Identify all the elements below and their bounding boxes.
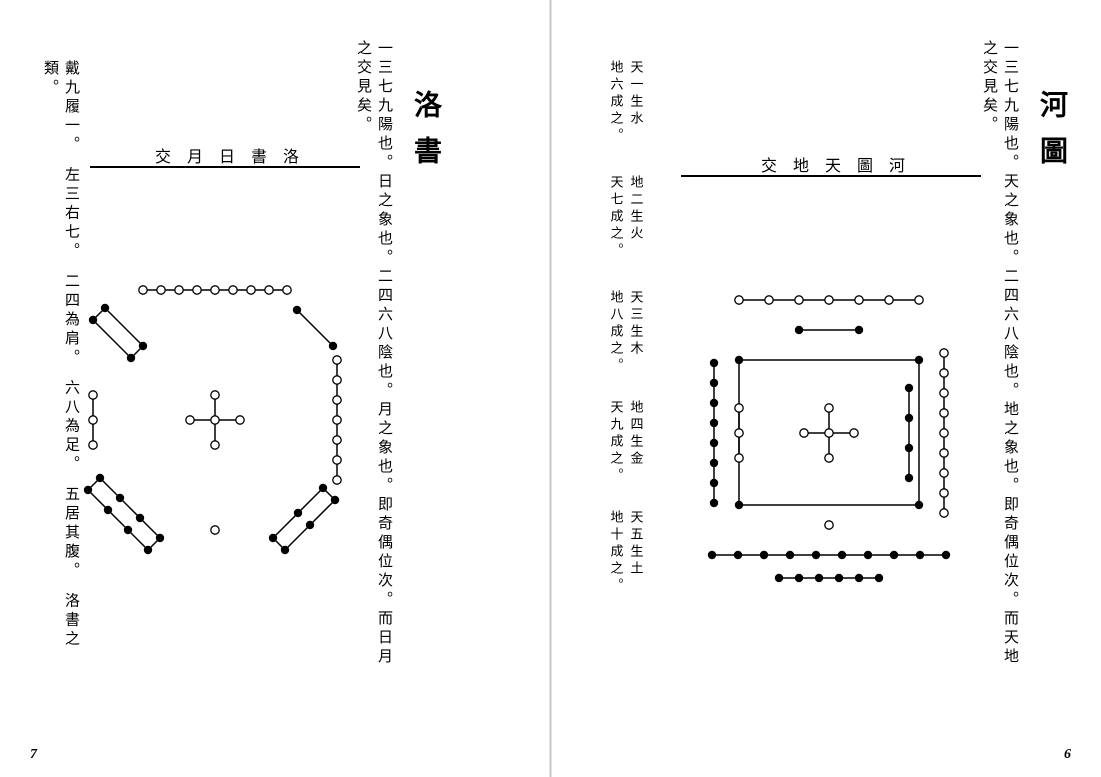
luoshu-diagram [75,260,360,580]
hetu-cap-3a: 天三生木 [626,290,646,358]
hetu-title: 河圖 [1031,90,1071,182]
hetu-cap-5a: 天五生土 [626,510,646,578]
page-left: 洛書 一三七九陽也。日之象也。二四六八陰也。月之象也。即奇偶位次。而日月之交見矣… [0,0,550,777]
hetu-cap-3b: 地八成之。 [606,290,626,375]
hetu-cap-2b: 天七成之。 [606,175,626,260]
hetu-cap-4b: 天九成之。 [606,400,626,485]
luoshu-diagram-rule [90,166,360,168]
hetu-cap-1b: 地六成之。 [606,60,626,145]
hetu-cap-1a: 天一生水 [626,60,646,128]
hetu-diagram [669,260,989,600]
luoshu-diagram-title: 交 月 日 書 洛 [155,143,305,167]
hetu-diagram-title: 交 地 天 圖 河 [761,152,911,176]
page-number-right: 6 [1064,747,1071,763]
page-right: 河圖 一三七九陽也。天之象也。二四六八陰也。地之象也。即奇偶位次。而天地之交見矣… [551,0,1101,777]
hetu-cap-5b: 地十成之。 [606,510,626,595]
hetu-diagram-rule [681,175,981,177]
hetu-cap-4a: 地四生金 [626,400,646,468]
hetu-cap-2a: 地二生火 [626,175,646,243]
page-number-left: 7 [30,747,37,763]
luoshu-title: 洛書 [405,90,445,182]
book-gutter [549,0,552,777]
